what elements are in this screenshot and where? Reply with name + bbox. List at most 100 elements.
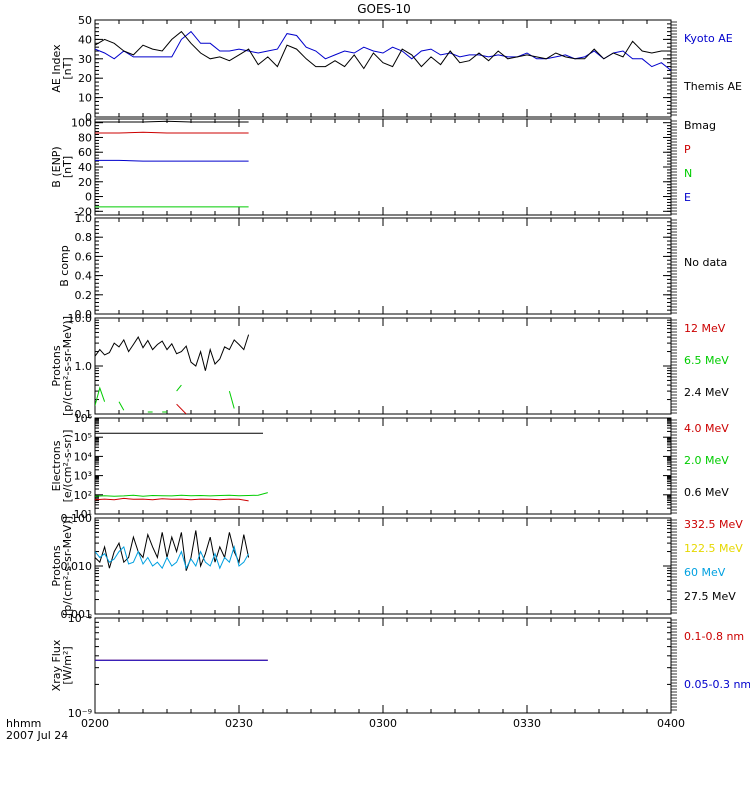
y-tick-label: 1.0 [75, 360, 93, 373]
y-tick-label: 50 [78, 14, 92, 27]
y-tick-label: 80 [78, 131, 92, 144]
series-6-5-mev [118, 401, 125, 411]
x-tick-label: 0230 [225, 717, 253, 730]
legend-entry: 122.5 MeV [684, 542, 743, 555]
y-tick-label: 0.0 [75, 308, 93, 321]
legend-entry: 2.4 MeV [684, 386, 729, 399]
y-tick-label: -20 [74, 205, 92, 218]
plot-title: GOES-10 [357, 2, 411, 16]
series-2-0-mev [95, 492, 268, 497]
series-group [95, 30, 671, 71]
legend-entry: P [684, 143, 691, 156]
series-27-5-mev [95, 530, 250, 571]
y-tick-label: 10² [74, 489, 92, 502]
legend-entry: N [684, 167, 692, 180]
panel-frame [94, 217, 672, 315]
legend-entry: No data [684, 256, 727, 269]
y-tick-label: 10⁻⁸ [68, 612, 93, 625]
panel-protons-low: 0.1 1.0 10.0 Protons[p/(cm²-s-sr-MeV)] 12 Me… [50, 312, 729, 421]
panel-frame [94, 317, 672, 415]
y-tick-label: 0.010 [61, 560, 93, 573]
y-tick-label: 40 [78, 161, 92, 174]
legend-entry: 60 MeV [684, 566, 726, 579]
series-kyoto-ae [95, 30, 671, 71]
legend-entry: 4.0 MeV [684, 422, 729, 435]
series-group [95, 120, 249, 208]
y-tick-label: 30 [78, 53, 92, 66]
y-axis-units: [nT] [61, 156, 74, 178]
legend-entry: Themis AE [683, 80, 742, 93]
panel-protons-high: 0.001 0.010 0.100 Protons[p/(cm²-s-sr-MeV)]… [50, 512, 743, 621]
y-axis-label: Electrons [50, 440, 63, 491]
panel-frame [94, 617, 672, 714]
y-axis-units: [p/(cm²-s-sr-MeV)] [61, 316, 74, 416]
legend-entry: Kyoto AE [684, 32, 733, 45]
panel-ae-index: 0 10 20 30 40 50 AE Index[nT] Kyoto AE Themis AE [50, 14, 742, 124]
y-tick-label: 40 [78, 33, 92, 46]
panel-frame [94, 19, 672, 118]
legend-entry: 27.5 MeV [684, 590, 736, 603]
y-tick-label: 0.2 [75, 289, 93, 302]
y-axis-label: B comp [58, 245, 71, 287]
y-tick-label: 60 [78, 146, 92, 159]
y-axis-units: [e/(cm²-s-sr)] [61, 430, 74, 503]
y-tick-label: 0.8 [75, 231, 93, 244]
y-tick-label: 0.001 [61, 608, 93, 621]
series-6-5-mev [228, 390, 235, 409]
y-axis-label: Protons [50, 545, 63, 586]
y-tick-label: 0 [85, 191, 92, 204]
series-6-5-mev [176, 384, 182, 392]
series-e [95, 159, 249, 162]
footer-hhmm: hhmm [6, 717, 41, 730]
y-tick-label: 100 [71, 117, 92, 130]
series-group [95, 432, 268, 502]
legend-entry: 2.0 MeV [684, 454, 729, 467]
legend-entry: 332.5 MeV [684, 518, 743, 531]
series-group [95, 530, 250, 571]
series-group [95, 334, 250, 414]
panel-electrons: 10¹ 10² 10³ 10⁴ 10⁵ 10⁶ Electrons[e/(cm²-s-sr)… [50, 412, 729, 521]
legend-entry: Bmag [684, 119, 716, 132]
legend-entry: 6.5 MeV [684, 354, 729, 367]
y-tick-label: 10⁻⁹ [68, 707, 92, 720]
y-tick-label: 10⁴ [74, 450, 93, 463]
y-axis-label: AE Index [50, 44, 63, 93]
y-axis-units: [p/(cm²-s-sr-MeV)] [61, 516, 74, 616]
x-tick-label: 0300 [369, 717, 397, 730]
y-tick-label: 10⁵ [74, 431, 92, 444]
y-tick-label: 1.0 [75, 212, 93, 225]
legend-entry: 0.05-0.3 nm [684, 678, 750, 691]
y-tick-label: 10¹ [74, 508, 92, 521]
legend-entry: E [684, 191, 691, 204]
y-axis-units: [nT] [61, 57, 74, 79]
footer-date: 2007 Jul 24 [6, 729, 68, 742]
series-60-mev [95, 545, 250, 570]
series-6-5-mev [95, 386, 106, 406]
y-tick-label: 0.1 [75, 408, 93, 421]
y-axis-label: B (ENP) [50, 146, 63, 187]
y-tick-label: 0.4 [75, 270, 93, 283]
y-axis-units: [W/m²] [61, 646, 74, 684]
series-4-0-mev [95, 497, 249, 502]
legend-entry: 12 MeV [684, 322, 726, 335]
x-tick-label: 0400 [657, 717, 685, 730]
series-p [95, 131, 249, 134]
legend-entry: 0.6 MeV [684, 486, 729, 499]
y-tick-label: 0 [85, 111, 92, 124]
series-themis-ae [95, 30, 671, 70]
y-tick-label: 10.0 [68, 312, 93, 325]
y-tick-label: 10⁶ [74, 412, 93, 425]
panel-xray-flux: 10⁻⁹ 10⁻⁸ Xray Flux[W/m²] 0.1-0.8 nm 0.05-0.… [50, 612, 750, 720]
y-tick-label: 10³ [74, 470, 92, 483]
series-12-mev [176, 403, 187, 414]
series-bmag [95, 120, 249, 123]
y-tick-label: 0.100 [61, 512, 93, 525]
x-tick-label: 0200 [81, 717, 109, 730]
y-axis-label: Protons [50, 345, 63, 386]
y-tick-label: 20 [78, 72, 92, 85]
x-tick-label: 0330 [513, 717, 541, 730]
legend-entry: 0.1-0.8 nm [684, 630, 744, 643]
